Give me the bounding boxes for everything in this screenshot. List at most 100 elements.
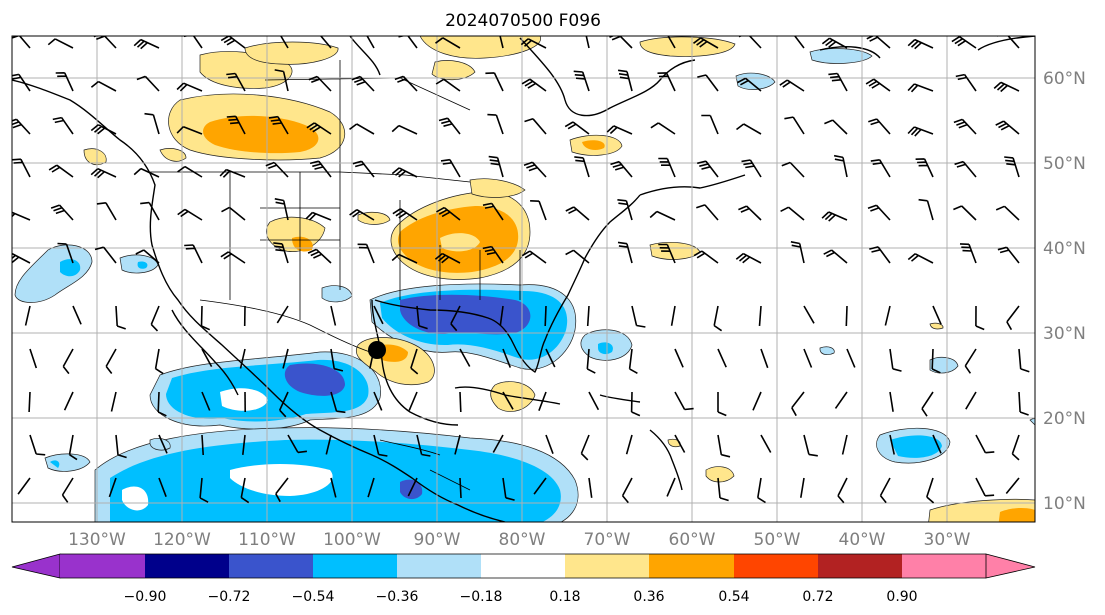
- wind-barb: [821, 37, 848, 49]
- wind-barb: [29, 434, 46, 456]
- wind-barb: [115, 305, 126, 330]
- wind-barb: [183, 36, 203, 49]
- wind-barb: [158, 477, 167, 497]
- wind-barb: [538, 391, 547, 411]
- longitude-labels: 130°W 120°W 110°W 100°W 90°W 80°W 70°W 6…: [68, 530, 971, 550]
- wind-barb: [717, 434, 731, 458]
- wind-barb: [610, 160, 633, 178]
- wind-barb: [588, 477, 593, 498]
- wind-barb: [965, 391, 977, 410]
- wind-barb: [1006, 305, 1020, 331]
- wind-barb: [586, 305, 590, 327]
- wind-barb: [63, 391, 74, 411]
- wind-barb: [869, 246, 891, 264]
- wind-barb: [140, 201, 160, 221]
- wind-barb: [499, 305, 504, 326]
- lon-label: 70°W: [584, 530, 631, 550]
- wind-barb: [502, 391, 514, 410]
- wind-barb: [242, 434, 246, 455]
- wind-barb: [741, 159, 762, 178]
- wind-barb: [221, 206, 246, 221]
- wind-barb: [450, 305, 461, 332]
- wind-barb: [931, 348, 941, 374]
- map-area: [12, 36, 1035, 522]
- wind-barb: [693, 250, 719, 264]
- storm-center-marker[interactable]: [368, 341, 386, 359]
- wind-barb: [12, 158, 31, 178]
- wind-barb: [158, 434, 168, 454]
- wind-barb: [96, 202, 117, 221]
- wind-barb: [697, 160, 719, 178]
- colorbar-max-extension: [985, 553, 1036, 579]
- wind-barb: [135, 249, 160, 264]
- wind-barb: [625, 434, 633, 455]
- wind-barb: [220, 36, 246, 49]
- wind-barb: [199, 477, 209, 503]
- wind-barb: [61, 477, 74, 503]
- wind-barb: [824, 119, 848, 135]
- wind-barb: [391, 124, 418, 135]
- wind-barb: [586, 348, 596, 374]
- wind-barb: [845, 305, 848, 327]
- wind-barb: [926, 477, 935, 504]
- wind-barb: [226, 115, 246, 135]
- wind-barb: [834, 391, 848, 409]
- wind-barb: [630, 391, 641, 417]
- wind-barb: [239, 348, 246, 369]
- wind-barb: [784, 116, 805, 135]
- map-title: 2024070500 F096: [445, 11, 601, 31]
- wind-barb: [617, 199, 633, 221]
- wind-barb: [240, 477, 250, 504]
- wind-barb: [995, 205, 1020, 221]
- wind-barb: [846, 348, 856, 368]
- wind-barb: [650, 122, 676, 135]
- colorbar-outline: [60, 553, 986, 579]
- wind-barb: [90, 167, 117, 179]
- wind-barb: [585, 36, 590, 49]
- wind-barb: [268, 115, 289, 135]
- wind-barb: [907, 126, 934, 137]
- wind-barb: [482, 245, 504, 264]
- wind-barb: [349, 123, 375, 135]
- wind-barb: [1018, 348, 1030, 373]
- colorbar-segment: [902, 554, 986, 578]
- wind-barb: [649, 210, 676, 221]
- wind-barb: [94, 246, 117, 264]
- wind-barb: [349, 209, 375, 221]
- lon-label: 60°W: [669, 530, 716, 550]
- graticule: [12, 36, 1035, 522]
- wind-barb: [274, 198, 289, 221]
- wind-barb: [674, 434, 686, 453]
- wind-barb: [915, 158, 934, 178]
- wind-barb: [737, 77, 762, 92]
- colorbar-tick-label: −0.54: [292, 589, 335, 605]
- wind-barb: [108, 477, 117, 498]
- wind-barb: [793, 36, 805, 49]
- wind-barb: [410, 348, 419, 375]
- wind-barb: [115, 434, 127, 459]
- wind-barb: [373, 305, 384, 325]
- colorbar-min-extension: [11, 553, 61, 579]
- wind-barb: [436, 206, 461, 221]
- colorbar-tick-label: 0.90: [886, 589, 917, 605]
- colorbar-tick-label: −0.18: [460, 589, 503, 605]
- lon-label: 100°W: [323, 530, 381, 550]
- wind-barb: [150, 305, 160, 332]
- colorbar-segment: [145, 554, 229, 578]
- wind-barb: [953, 205, 977, 221]
- wind-barb: [52, 116, 74, 135]
- wind-barb: [658, 157, 676, 178]
- colorbar-segment: [313, 554, 397, 578]
- wind-barb: [487, 113, 504, 135]
- wind-barb: [758, 305, 762, 326]
- wind-barb: [287, 434, 307, 454]
- wind-barb: [693, 37, 719, 49]
- wind-barb: [201, 391, 211, 411]
- wind-barb: [485, 72, 504, 92]
- wind-barb: [176, 125, 203, 135]
- wind-barb: [735, 252, 762, 264]
- wind-barb: [757, 477, 766, 504]
- wind-barb: [907, 83, 934, 93]
- wind-barb: [497, 36, 504, 49]
- wind-barb: [520, 38, 547, 49]
